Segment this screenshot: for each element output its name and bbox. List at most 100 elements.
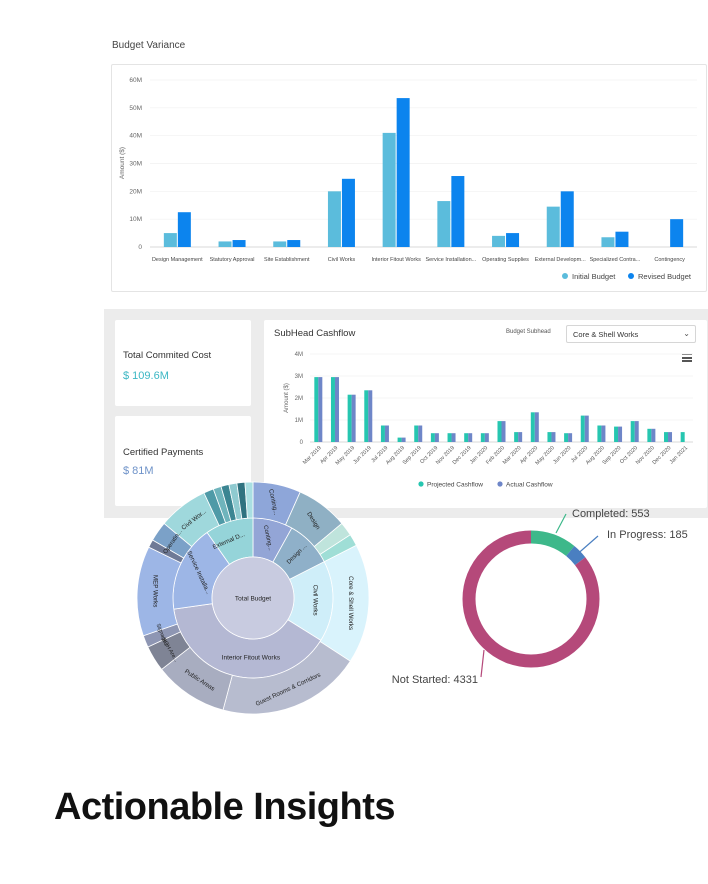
bar-revised bbox=[287, 240, 301, 247]
bar-projected bbox=[330, 377, 335, 442]
bar-projected bbox=[647, 428, 652, 442]
legend-label: Revised Budget bbox=[638, 272, 692, 281]
label-civil-works-mid: Civil Works bbox=[311, 585, 318, 616]
bar-actual bbox=[384, 425, 389, 442]
bar-projected bbox=[497, 421, 502, 442]
label-interior: Interior Fitout Works bbox=[222, 655, 281, 662]
y-tick-label: 3M bbox=[295, 374, 303, 380]
bar-projected bbox=[664, 432, 669, 442]
bar-projected bbox=[464, 433, 469, 442]
bar-actual bbox=[584, 415, 589, 442]
bar-actual bbox=[534, 412, 539, 442]
donut-label: Not Started: 4331 bbox=[392, 674, 478, 686]
kpi-label: Certified Payments bbox=[123, 447, 204, 458]
status-donut-chart: Completed: 553 In Progress: 185 Not Starte… bbox=[392, 508, 688, 686]
bar-projected bbox=[347, 394, 352, 442]
label-contingency-mid: Conting... bbox=[262, 525, 273, 552]
donut-leader-line bbox=[573, 535, 599, 558]
donut-leader-line bbox=[480, 649, 485, 678]
y-tick-label: 20M bbox=[129, 188, 142, 195]
bar-projected bbox=[397, 437, 402, 442]
bar-projected bbox=[480, 433, 485, 442]
bar-projected bbox=[414, 425, 419, 442]
kpi-value: $ 109.6M bbox=[123, 370, 169, 382]
subhead-select-value: Core & Shell Works bbox=[573, 330, 639, 339]
x-tick-label: Statutory Approval bbox=[210, 257, 255, 263]
bar-initial bbox=[601, 237, 615, 247]
subhead-select[interactable]: Core & Shell Works ⌄ bbox=[566, 325, 696, 343]
x-tick-label: External Developm... bbox=[535, 257, 587, 263]
bar-actual bbox=[568, 433, 573, 442]
bar-revised bbox=[396, 98, 410, 247]
bar-revised bbox=[506, 233, 520, 247]
bar-actual bbox=[601, 425, 606, 442]
bar-actual bbox=[418, 425, 423, 442]
bar-projected bbox=[580, 415, 585, 442]
y-axis-label: Amount ($) bbox=[119, 147, 126, 179]
donut-label: Completed: 553 bbox=[572, 508, 650, 520]
x-tick-label: Site Establishment bbox=[264, 257, 310, 263]
bar-actual bbox=[651, 428, 656, 442]
bar-actual bbox=[334, 377, 339, 442]
bar-projected bbox=[364, 390, 369, 442]
bar-revised bbox=[341, 178, 355, 247]
bar-actual bbox=[434, 433, 439, 442]
kpi-value: $ 81M bbox=[123, 465, 154, 477]
bar-projected bbox=[564, 433, 569, 442]
bar-actual bbox=[501, 421, 506, 442]
x-tick-label: Civil Works bbox=[328, 257, 356, 263]
y-tick-label: 50M bbox=[129, 105, 142, 112]
bar-projected bbox=[614, 426, 619, 442]
label-core-shell: Core & Shell Works bbox=[347, 576, 354, 630]
bar-revised bbox=[670, 219, 684, 247]
bar-projected bbox=[380, 425, 385, 442]
bar-projected bbox=[630, 421, 635, 442]
y-tick-label: 10M bbox=[129, 216, 142, 223]
x-tick-label: Specialized Contra... bbox=[590, 257, 641, 263]
legend-marker bbox=[497, 481, 503, 487]
bar-projected bbox=[447, 433, 452, 442]
legend-label: Actual Cashflow bbox=[506, 482, 553, 489]
bar-initial bbox=[273, 241, 287, 247]
subhead-label: Budget Subhead bbox=[506, 329, 551, 335]
bar-projected bbox=[314, 377, 319, 442]
x-tick-label: Design Management bbox=[152, 257, 203, 263]
y-tick-label: 30M bbox=[129, 161, 142, 168]
x-tick-label: Operating Supplies bbox=[482, 257, 529, 263]
y-axis-label: Amount ($) bbox=[284, 383, 290, 413]
page-heading: Actionable Insights bbox=[54, 786, 395, 828]
y-tick-label: 40M bbox=[129, 133, 142, 140]
legend-label: Projected Cashflow bbox=[427, 482, 483, 489]
legend-marker bbox=[418, 481, 424, 487]
bar-actual bbox=[351, 394, 356, 442]
bar-initial bbox=[218, 241, 232, 247]
donut-leader-line bbox=[555, 513, 567, 534]
cashflow-title: SubHead Cashflow bbox=[274, 328, 356, 339]
bar-revised bbox=[451, 176, 465, 247]
bar-actual bbox=[318, 377, 323, 442]
kpi-card-committed: Total Commited Cost $ 109.6M bbox=[115, 320, 251, 406]
bar-actual bbox=[451, 433, 456, 442]
y-tick-label: 4M bbox=[295, 352, 303, 358]
bar-actual bbox=[468, 433, 473, 442]
bar-actual bbox=[668, 432, 673, 442]
bar-revised bbox=[615, 231, 629, 247]
donut-label: In Progress: 185 bbox=[607, 529, 688, 541]
kpi-label: Total Commited Cost bbox=[123, 350, 212, 361]
y-tick-label: 2M bbox=[295, 396, 303, 402]
hamburger-menu-icon[interactable] bbox=[682, 354, 692, 363]
bar-revised bbox=[232, 240, 246, 247]
bar-projected bbox=[514, 432, 519, 442]
y-tick-label: 60M bbox=[129, 77, 142, 84]
segment-thin-6 bbox=[244, 481, 254, 519]
bar-revised bbox=[177, 212, 191, 247]
legend-marker bbox=[562, 273, 568, 279]
bar-actual bbox=[551, 432, 556, 442]
sunburst-center bbox=[211, 556, 295, 640]
bar-projected bbox=[597, 425, 602, 442]
bar-actual bbox=[368, 390, 373, 442]
y-tick-label: 0 bbox=[300, 440, 304, 446]
bar-initial bbox=[327, 191, 341, 247]
